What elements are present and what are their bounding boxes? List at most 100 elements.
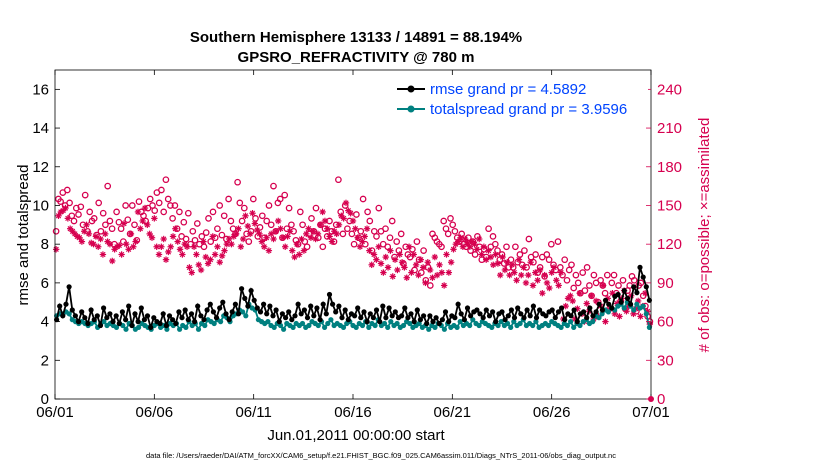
possible-point bbox=[189, 227, 197, 235]
rmse-point bbox=[185, 317, 191, 323]
totalspread-point bbox=[218, 319, 224, 325]
totalspread-point bbox=[136, 324, 142, 330]
totalspread-point bbox=[454, 324, 460, 330]
possible-point bbox=[386, 234, 394, 242]
possible-point bbox=[193, 220, 201, 227]
possible-point bbox=[308, 215, 315, 222]
possible-point bbox=[359, 195, 367, 203]
y-axis-label: rmse and totalspread bbox=[15, 165, 32, 306]
rmse-point bbox=[392, 309, 398, 315]
possible-point bbox=[162, 176, 170, 184]
totalspread-point bbox=[489, 324, 495, 330]
possible-point bbox=[299, 221, 306, 229]
footnote: data file: /Users/raeder/DAI/ATM_forcXX/… bbox=[146, 451, 616, 460]
rmse-point bbox=[251, 297, 257, 303]
rmse-point bbox=[593, 309, 599, 315]
rmse-point bbox=[411, 319, 417, 325]
rmse-point bbox=[176, 309, 182, 315]
rmse-point bbox=[502, 317, 508, 323]
rmse-point bbox=[518, 311, 524, 317]
possible-point bbox=[574, 279, 582, 287]
rmse-point bbox=[628, 301, 634, 307]
rmse-point bbox=[377, 319, 383, 325]
rmse-point bbox=[94, 313, 100, 319]
rmse-point bbox=[248, 288, 254, 294]
assimilated-point bbox=[522, 279, 530, 287]
assimilated-point bbox=[293, 240, 301, 248]
possible-point bbox=[75, 211, 82, 218]
rmse-point bbox=[621, 288, 627, 294]
possible-point bbox=[117, 225, 125, 233]
rmse-point bbox=[223, 311, 229, 317]
totalspread-point bbox=[385, 324, 391, 330]
possible-point bbox=[603, 271, 611, 279]
rmse-point bbox=[201, 317, 207, 323]
assimilated-point bbox=[291, 253, 298, 261]
assimilated-point bbox=[102, 230, 109, 238]
possible-point bbox=[353, 211, 360, 218]
rmse-point bbox=[414, 307, 420, 313]
rmse-point bbox=[72, 313, 78, 319]
assimilated-point bbox=[476, 235, 483, 243]
assimilated-point bbox=[492, 251, 499, 258]
assimilated-point bbox=[62, 204, 69, 212]
assimilated-point bbox=[403, 274, 410, 281]
y-right-tick-label: 90 bbox=[657, 275, 674, 292]
totalspread-point bbox=[498, 319, 504, 325]
possible-point bbox=[579, 269, 587, 276]
rmse-point bbox=[289, 317, 295, 323]
rmse-point bbox=[606, 301, 612, 307]
assimilated-point bbox=[405, 243, 413, 250]
possible-point bbox=[182, 235, 190, 243]
rmse-point bbox=[276, 319, 282, 325]
x-tick-label: 07/01 bbox=[632, 404, 670, 421]
rmse-point bbox=[427, 313, 433, 319]
possible-point bbox=[570, 284, 578, 292]
possible-point bbox=[205, 215, 212, 222]
rmse-point bbox=[408, 311, 414, 317]
assimilated-point bbox=[335, 221, 343, 229]
totalspread-point bbox=[243, 313, 249, 319]
rmse-point bbox=[132, 311, 138, 317]
rmse-point bbox=[508, 307, 514, 313]
rmse-point bbox=[581, 309, 587, 315]
rmse-point bbox=[148, 324, 154, 330]
rmse-point bbox=[568, 313, 574, 319]
possible-point bbox=[207, 238, 215, 245]
assimilated-point bbox=[232, 230, 240, 238]
rmse-point bbox=[160, 311, 166, 317]
rmse-point bbox=[458, 311, 464, 317]
y-right-tick-label: 30 bbox=[657, 352, 674, 369]
rmse-point bbox=[399, 313, 405, 319]
assimilated-point bbox=[497, 271, 504, 279]
rmse-point bbox=[104, 315, 110, 321]
rmse-point bbox=[490, 309, 496, 315]
possible-point bbox=[296, 208, 304, 216]
rmse-point bbox=[618, 299, 624, 305]
assimilated-point bbox=[214, 243, 221, 250]
possible-point bbox=[563, 276, 571, 284]
assimilated-point bbox=[179, 251, 186, 258]
rmse-point bbox=[527, 313, 533, 319]
totalspread-point bbox=[605, 309, 612, 315]
possible-point bbox=[512, 243, 519, 251]
rmse-point bbox=[298, 311, 304, 317]
possible-point bbox=[90, 215, 98, 222]
possible-point bbox=[77, 203, 85, 211]
possible-point bbox=[516, 251, 524, 258]
totalspread-point bbox=[467, 322, 473, 329]
rmse-point bbox=[433, 315, 439, 321]
assimilated-point bbox=[419, 264, 427, 271]
assimilated-point bbox=[511, 269, 518, 276]
assimilated-point bbox=[487, 253, 495, 261]
assimilated-point bbox=[116, 242, 123, 249]
rmse-point bbox=[364, 319, 370, 325]
possible-point bbox=[198, 233, 206, 240]
assimilated-point bbox=[120, 220, 128, 227]
possible-point bbox=[312, 204, 320, 212]
assimilated-point bbox=[550, 264, 558, 271]
rmse-point bbox=[511, 315, 518, 321]
y-tick-label: 16 bbox=[32, 81, 49, 98]
possible-point bbox=[388, 217, 396, 225]
